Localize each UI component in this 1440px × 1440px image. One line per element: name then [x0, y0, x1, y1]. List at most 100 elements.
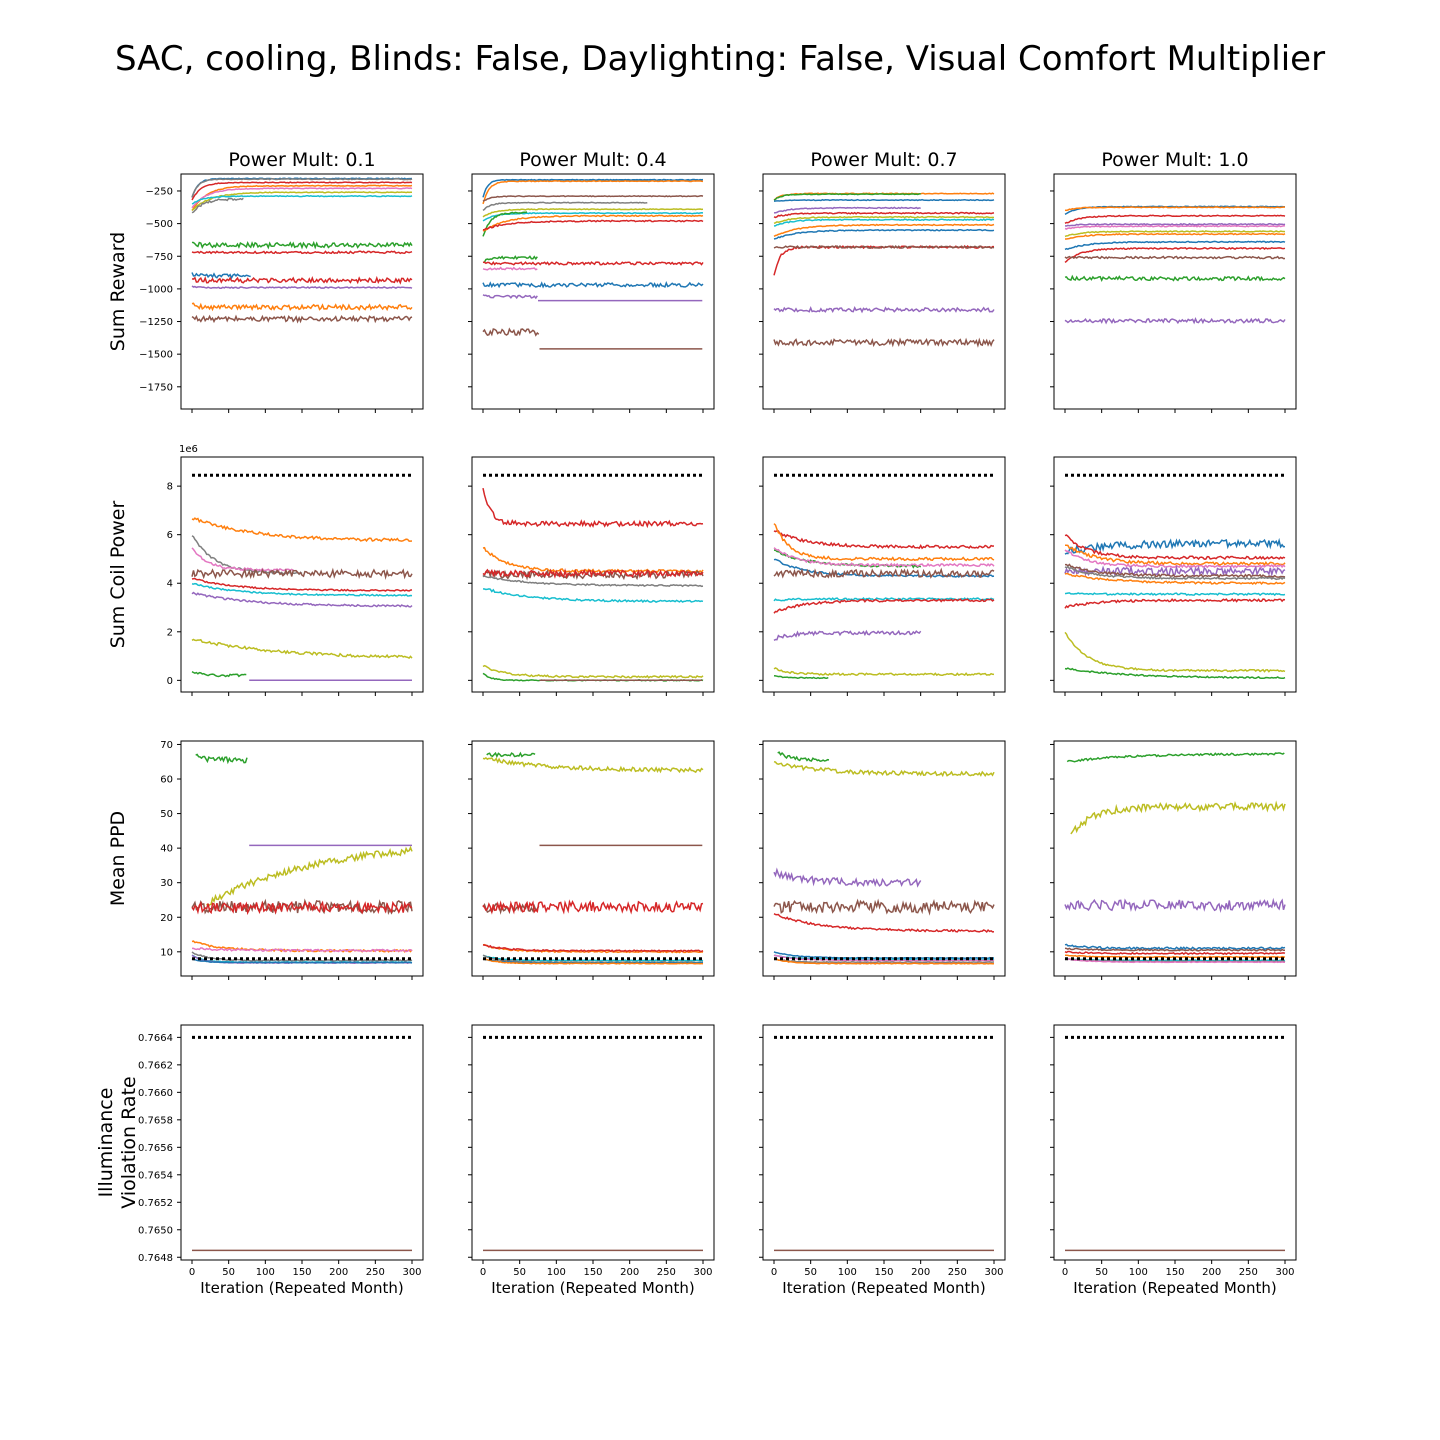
series-line-green — [195, 753, 248, 765]
panel-mean-ppd-4 — [1050, 740, 1297, 980]
series-line-purple — [1064, 897, 1286, 913]
x-tick-label: 100 — [256, 1267, 275, 1278]
series-line-green — [773, 675, 829, 680]
panel-sum-coil-power-3 — [759, 456, 1006, 696]
x-tick-label: 300 — [984, 1267, 1003, 1278]
panel-sum-coil-power-2 — [468, 456, 715, 696]
series-line-red — [773, 530, 995, 550]
series-line-blue — [773, 558, 995, 578]
y-tick-label: 0.7650 — [138, 1225, 173, 1236]
illuminance-violation-rate-y-axis-label: IlluminanceViolation Rate — [95, 1076, 140, 1208]
y-tick-label: 6 — [167, 530, 173, 541]
series-line-pink — [482, 266, 538, 271]
x-tick-label: 100 — [1129, 1267, 1148, 1278]
series-group — [1064, 752, 1286, 964]
series-line-brown — [773, 337, 995, 348]
series-line-pink — [1064, 957, 1285, 964]
series-line-olive — [482, 208, 704, 218]
series-line-orange — [191, 184, 413, 211]
x-tick-label: 200 — [911, 1267, 930, 1278]
y-tick-label: −1750 — [139, 382, 173, 393]
series-line-brown — [191, 314, 413, 324]
y-tick-label: 0.7664 — [138, 1033, 173, 1044]
x-tick-label: 50 — [222, 1267, 235, 1278]
series-line-brown — [773, 567, 995, 579]
series-line-red — [482, 219, 704, 231]
series-line-green — [482, 211, 528, 237]
y-tick-label: 0.7654 — [138, 1170, 173, 1181]
series-line-purple — [773, 206, 921, 214]
series-group — [191, 753, 413, 965]
y-tick-label: −250 — [146, 186, 173, 197]
plot-frame — [1053, 740, 1297, 977]
series-line-orange — [482, 546, 704, 574]
series-line-brown — [1064, 255, 1286, 260]
x-tick-label: 0 — [189, 1267, 195, 1278]
series-line-red — [482, 260, 704, 266]
y-tick-label: 40 — [160, 844, 173, 855]
series-group — [1064, 534, 1286, 680]
y-tick-label: 0.7648 — [138, 1253, 173, 1264]
series-line-green — [1064, 667, 1286, 680]
x-tick-label: 200 — [620, 1267, 639, 1278]
plot-frame — [180, 740, 424, 977]
x-tick-label: 300 — [402, 1267, 421, 1278]
series-line-green — [191, 240, 413, 250]
series-line-brown — [773, 244, 995, 249]
x-tick-label: 250 — [948, 1267, 967, 1278]
x-tick-label: 100 — [547, 1267, 566, 1278]
series-line-orange — [773, 223, 995, 238]
series-line-orange — [191, 302, 413, 312]
x-tick-label: 250 — [1239, 1267, 1258, 1278]
series-line-blue — [1064, 537, 1286, 555]
sum-reward-y-axis-label-line: Sum Reward — [107, 232, 129, 351]
series-line-brown — [191, 567, 413, 580]
series-line-orange — [1065, 954, 1286, 959]
y-tick-label: 10 — [160, 947, 173, 958]
y-tick-label: 0.7652 — [138, 1198, 173, 1209]
y-tick-label: 50 — [160, 809, 173, 820]
series-line-red — [1064, 950, 1286, 956]
mean-ppd-y-axis-label-line: Mean PPD — [107, 811, 129, 906]
series-line-green — [482, 255, 538, 263]
series-group — [191, 177, 413, 324]
y-tick-label: 2 — [167, 627, 173, 638]
series-line-brown — [482, 327, 540, 337]
x-tick-label: 300 — [693, 1267, 712, 1278]
plot-frame — [180, 173, 424, 410]
series-line-red — [482, 944, 704, 953]
panel-sum-coil-power-1: 0 2 4 6 8 1e6 — [167, 444, 424, 696]
series-line-olive — [191, 638, 413, 660]
x-tick-label: 150 — [874, 1267, 893, 1278]
series-line-purple — [1064, 316, 1286, 325]
y-offset-label: 1e6 — [179, 444, 198, 455]
panel-illuminance-violation-rate-1: 0.7648 0.7650 0.7652 0.7654 0.7656 0.7658 0.76… — [138, 1024, 424, 1297]
plot-frame — [180, 1024, 424, 1261]
y-tick-label: −1000 — [139, 284, 173, 295]
x-tick-label: 50 — [1095, 1267, 1108, 1278]
y-tick-label: 0.7662 — [138, 1060, 173, 1071]
series-line-olive — [1064, 631, 1286, 673]
series-line-red — [773, 598, 995, 614]
plot-frame — [762, 1024, 1006, 1261]
x-tick-label: 250 — [366, 1267, 385, 1278]
plot-frame — [762, 740, 1006, 977]
series-line-purple — [191, 285, 413, 290]
y-tick-label: −500 — [146, 219, 173, 230]
series-line-brown — [1065, 563, 1286, 579]
series-line-red — [191, 250, 413, 255]
x-tick-label: 0 — [480, 1267, 486, 1278]
x-tick-label: 50 — [513, 1267, 526, 1278]
series-line-green — [191, 671, 247, 678]
series-line-gray — [1064, 565, 1286, 581]
series-line-gray — [191, 197, 244, 214]
y-tick-label: −750 — [146, 252, 173, 263]
series-line-orange — [482, 943, 704, 954]
x-tick-label: 50 — [804, 1267, 817, 1278]
sum-coil-power-y-axis-label-line: Sum Coil Power — [107, 501, 129, 649]
series-line-green — [486, 751, 536, 759]
series-line-red — [773, 211, 995, 219]
